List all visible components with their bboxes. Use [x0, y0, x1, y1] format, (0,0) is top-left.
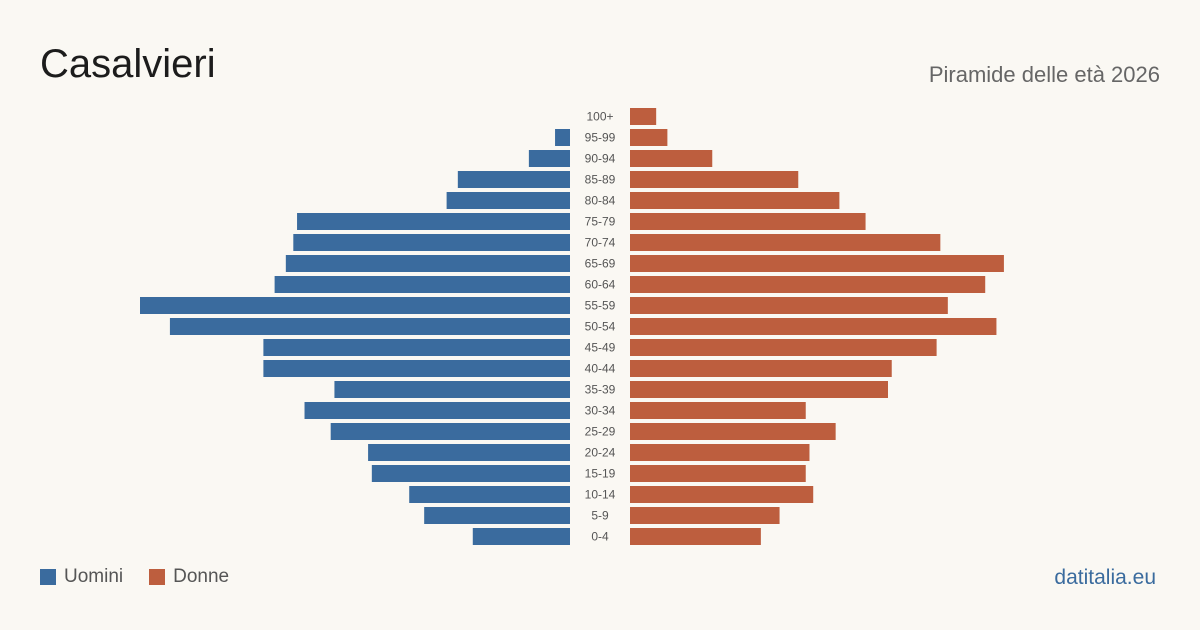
age-label-35-39: 35-39: [585, 383, 616, 397]
age-label-40-44: 40-44: [585, 362, 616, 376]
bar-men-95-99: [555, 129, 570, 146]
bar-men-90-94: [528, 150, 570, 167]
bar-women-25-29: [630, 423, 836, 440]
age-label-15-19: 15-19: [585, 467, 616, 481]
bar-women-90-94: [630, 150, 713, 167]
bar-women-80-84: [630, 192, 840, 209]
legend-item-men: Uomini: [40, 566, 123, 588]
age-label-45-49: 45-49: [585, 341, 616, 355]
bar-men-60-64: [274, 276, 570, 293]
legend-swatch-women: [149, 569, 166, 585]
legend: Uomini Donne: [40, 566, 255, 588]
brand-link[interactable]: datitalia.eu: [1054, 566, 1156, 589]
age-label-70-74: 70-74: [585, 236, 616, 250]
bar-women-75-79: [630, 213, 866, 230]
bar-women-5-9: [630, 507, 780, 524]
bar-men-25-29: [330, 423, 570, 440]
bar-women-100plus: [630, 108, 657, 125]
bar-women-15-19: [630, 465, 806, 482]
age-label-5-9: 5-9: [591, 509, 609, 523]
age-label-10-14: 10-14: [585, 488, 616, 502]
bar-women-50-54: [630, 318, 997, 335]
age-label-75-79: 75-79: [585, 215, 616, 229]
bar-men-10-14: [409, 486, 570, 503]
age-label-25-29: 25-29: [585, 425, 616, 439]
bar-men-5-9: [424, 507, 570, 524]
bar-men-85-89: [457, 171, 570, 188]
legend-swatch-men: [40, 569, 56, 585]
bar-men-30-34: [304, 402, 570, 419]
bar-women-65-69: [630, 255, 1004, 272]
bar-men-65-69: [285, 255, 570, 272]
bar-women-55-59: [630, 297, 948, 314]
bar-women-0-4: [630, 528, 761, 545]
bar-men-20-24: [368, 444, 570, 461]
chart-subtitle: Piramide delle età 2026: [928, 62, 1160, 87]
bar-women-35-39: [630, 381, 888, 398]
age-label-20-24: 20-24: [585, 446, 616, 460]
age-label-90-94: 90-94: [585, 152, 616, 166]
bar-men-80-84: [446, 192, 570, 209]
age-label-30-34: 30-34: [585, 404, 616, 418]
bar-men-15-19: [371, 465, 570, 482]
age-label-0-4: 0-4: [591, 530, 609, 544]
bar-women-85-89: [630, 171, 799, 188]
bar-men-35-39: [334, 381, 570, 398]
bar-men-40-44: [263, 360, 570, 377]
page-title: Casalvieri: [40, 42, 216, 86]
bar-women-95-99: [630, 129, 668, 146]
bar-men-75-79: [297, 213, 570, 230]
bar-men-50-54: [169, 318, 571, 335]
age-label-85-89: 85-89: [585, 173, 616, 187]
bar-women-10-14: [630, 486, 814, 503]
bar-men-55-59: [140, 297, 570, 314]
bar-women-60-64: [630, 276, 986, 293]
bar-men-0-4: [472, 528, 570, 545]
legend-label-men: Uomini: [64, 566, 124, 587]
age-label-55-59: 55-59: [585, 299, 616, 313]
age-label-95-99: 95-99: [585, 131, 616, 145]
bar-women-70-74: [630, 234, 941, 251]
legend-item-women: Donne: [149, 566, 229, 588]
bar-women-40-44: [630, 360, 892, 377]
age-label-100plus: 100+: [586, 110, 613, 124]
legend-label-women: Donne: [173, 566, 230, 587]
bar-men-45-49: [263, 339, 570, 356]
bar-men-70-74: [293, 234, 570, 251]
age-label-50-54: 50-54: [585, 320, 616, 334]
bar-women-20-24: [630, 444, 810, 461]
bar-women-30-34: [630, 402, 806, 419]
age-label-60-64: 60-64: [585, 278, 616, 292]
bar-women-45-49: [630, 339, 937, 356]
age-label-65-69: 65-69: [585, 257, 616, 271]
age-label-80-84: 80-84: [585, 194, 616, 208]
